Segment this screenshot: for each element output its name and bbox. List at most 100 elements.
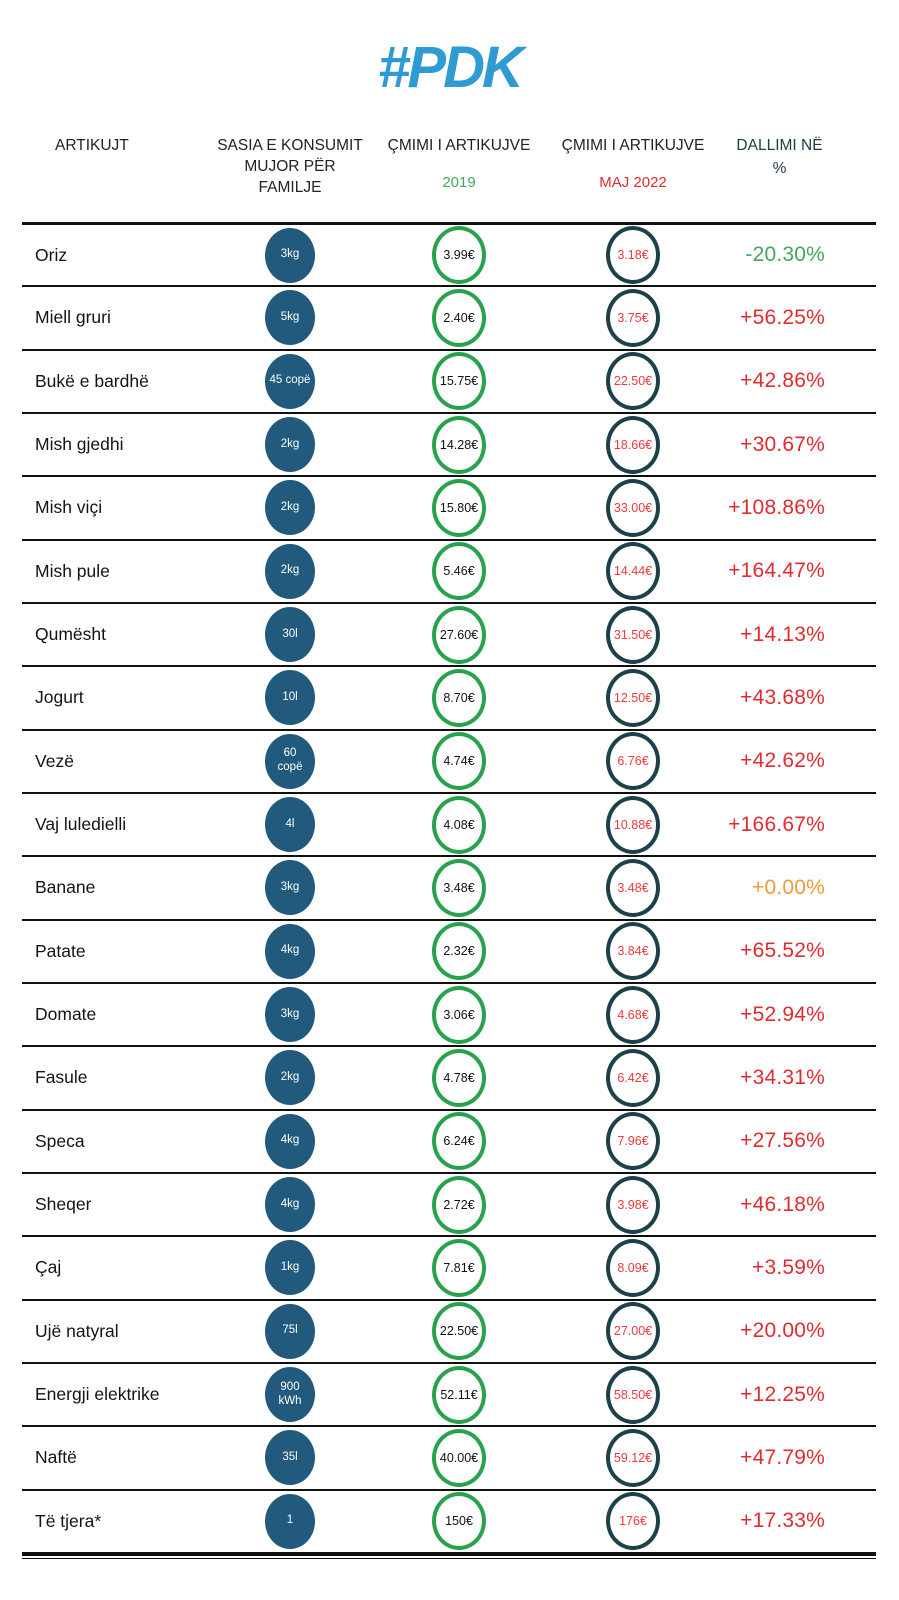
price-2022-circle: 59.12€ — [606, 1428, 660, 1487]
price-2019-value: 8.70€ — [443, 690, 475, 705]
price-2019-circle: 6.24€ — [432, 1112, 486, 1171]
quantity-line: 4kg — [280, 1197, 300, 1210]
diff-value: +47.79% — [740, 1445, 825, 1469]
quantity-badge: 4kg — [265, 1177, 315, 1233]
quantity-line: 900 — [280, 1380, 300, 1393]
price-2022-cell: 58.50€ — [553, 1365, 713, 1424]
table-row: Mish gjedhi 2kg 14.28€ 18.66€ +30.67% — [22, 411, 876, 475]
price-2019-value: 5.46€ — [443, 564, 475, 579]
item-name: Çaj — [35, 1257, 62, 1278]
quantity-cell: 60 copë — [215, 733, 365, 789]
price-2019-cell: 3.99€ — [365, 226, 553, 285]
quantity-line: 60 — [283, 747, 297, 760]
price-2022-value: 10.88€ — [613, 817, 653, 832]
price-2022-value: 8.09€ — [617, 1260, 649, 1275]
header-dallimi: DALLIMI NË % — [713, 136, 876, 199]
table-row: Qumësht 30l 27.60€ 31.50€ +14.13% — [22, 601, 876, 665]
header-dallimi-line2: % — [772, 159, 787, 177]
price-2019-cell: 15.75€ — [365, 352, 553, 411]
price-2022-circle: 3.75€ — [606, 288, 660, 347]
quantity-line: 4l — [285, 817, 295, 830]
price-2022-circle: 12.50€ — [606, 668, 660, 727]
price-2022-circle: 4.68€ — [606, 985, 660, 1044]
quantity-badge: 45 copë — [265, 353, 315, 409]
price-2022-cell: 6.42€ — [553, 1048, 713, 1107]
quantity-badge: 75l — [265, 1303, 315, 1359]
quantity-badge: 3kg — [265, 860, 315, 916]
price-2022-value: 3.48€ — [617, 880, 649, 895]
quantity-line: 30l — [282, 627, 298, 640]
diff-value: +166.67% — [728, 812, 825, 836]
diff-value: +30.67% — [740, 432, 825, 456]
diff-value: +12.25% — [740, 1382, 825, 1406]
item-name: Të tjera* — [35, 1510, 102, 1531]
price-2019-value: 3.99€ — [443, 248, 475, 263]
price-2019-value: 15.80€ — [439, 500, 479, 515]
price-2022-value: 58.50€ — [613, 1387, 653, 1402]
table-bottom-border — [22, 1551, 876, 1560]
quantity-badge: 60 copë — [265, 733, 315, 789]
quantity-cell: 35l — [215, 1430, 365, 1486]
table-row: Fasule 2kg 4.78€ 6.42€ +34.31% — [22, 1045, 876, 1108]
price-2019-value: 22.50€ — [439, 1324, 479, 1339]
diff-value: -20.30% — [745, 243, 825, 267]
quantity-badge: 5kg — [265, 290, 315, 346]
diff-value: +0.00% — [751, 875, 825, 899]
quantity-cell: 3kg — [215, 987, 365, 1043]
quantity-line: 35l — [282, 1450, 298, 1463]
difference-cell: +12.25% — [713, 1383, 876, 1407]
item-name: Ujë natyral — [35, 1320, 119, 1341]
quantity-badge: 2kg — [265, 1050, 315, 1106]
price-2019-value: 3.48€ — [443, 880, 475, 895]
table-row: Miell gruri 5kg 2.40€ 3.75€ +56.25% — [22, 285, 876, 348]
price-2022-cell: 18.66€ — [553, 415, 713, 474]
price-2022-cell: 3.75€ — [553, 288, 713, 347]
item-name: Mish gjedhi — [35, 434, 124, 455]
price-2022-cell: 8.09€ — [553, 1238, 713, 1297]
table-row: Patate 4kg 2.32€ 3.84€ +65.52% — [22, 918, 876, 982]
quantity-line: 4kg — [280, 944, 300, 957]
price-2019-circle: 52.11€ — [432, 1365, 486, 1424]
table-row: Të tjera* 1 150€ 176€ +17.33% — [22, 1488, 876, 1552]
price-2022-cell: 59.12€ — [553, 1428, 713, 1487]
difference-cell: +166.67% — [713, 813, 876, 837]
difference-cell: +65.52% — [713, 939, 876, 963]
price-2019-circle: 2.72€ — [432, 1175, 486, 1234]
item-name: Speca — [35, 1130, 85, 1151]
price-2019-circle: 2.32€ — [432, 922, 486, 981]
price-2019-value: 40.00€ — [439, 1450, 479, 1465]
price-2022-cell: 3.98€ — [553, 1175, 713, 1234]
price-2019-cell: 150€ — [365, 1492, 553, 1551]
price-2019-cell: 7.81€ — [365, 1238, 553, 1297]
price-2019-cell: 3.06€ — [365, 985, 553, 1044]
quantity-line: 75l — [282, 1324, 298, 1337]
diff-value: +20.00% — [740, 1319, 825, 1343]
price-2019-cell: 14.28€ — [365, 415, 553, 474]
header-year-2019: 2019 — [442, 173, 476, 191]
price-2022-circle: 3.98€ — [606, 1175, 660, 1234]
price-2022-cell: 7.96€ — [553, 1112, 713, 1171]
price-2022-cell: 31.50€ — [553, 605, 713, 664]
header-artikujt: ARTIKUJT — [55, 137, 129, 154]
price-2022-cell: 14.44€ — [553, 542, 713, 601]
quantity-cell: 30l — [215, 607, 365, 663]
price-2022-circle: 7.96€ — [606, 1112, 660, 1171]
price-2022-value: 176€ — [619, 1514, 647, 1529]
price-2022-circle: 3.84€ — [606, 922, 660, 981]
quantity-line: 3kg — [280, 881, 300, 894]
quantity-badge: 1kg — [265, 1240, 315, 1296]
quantity-cell: 4kg — [215, 1177, 365, 1233]
diff-value: +108.86% — [728, 495, 825, 519]
quantity-badge: 2kg — [265, 417, 315, 473]
quantity-cell: 3kg — [215, 860, 365, 916]
price-2022-circle: 14.44€ — [606, 542, 660, 601]
price-2019-value: 4.74€ — [443, 754, 475, 769]
price-2019-cell: 4.74€ — [365, 732, 553, 791]
quantity-badge: 2kg — [265, 480, 315, 536]
difference-cell: +17.33% — [713, 1509, 876, 1533]
price-2022-value: 27.00€ — [613, 1324, 653, 1339]
quantity-cell: 3kg — [215, 227, 365, 283]
price-2019-value: 4.08€ — [443, 817, 475, 832]
price-2022-value: 14.44€ — [613, 564, 653, 579]
diff-value: +43.68% — [740, 685, 825, 709]
